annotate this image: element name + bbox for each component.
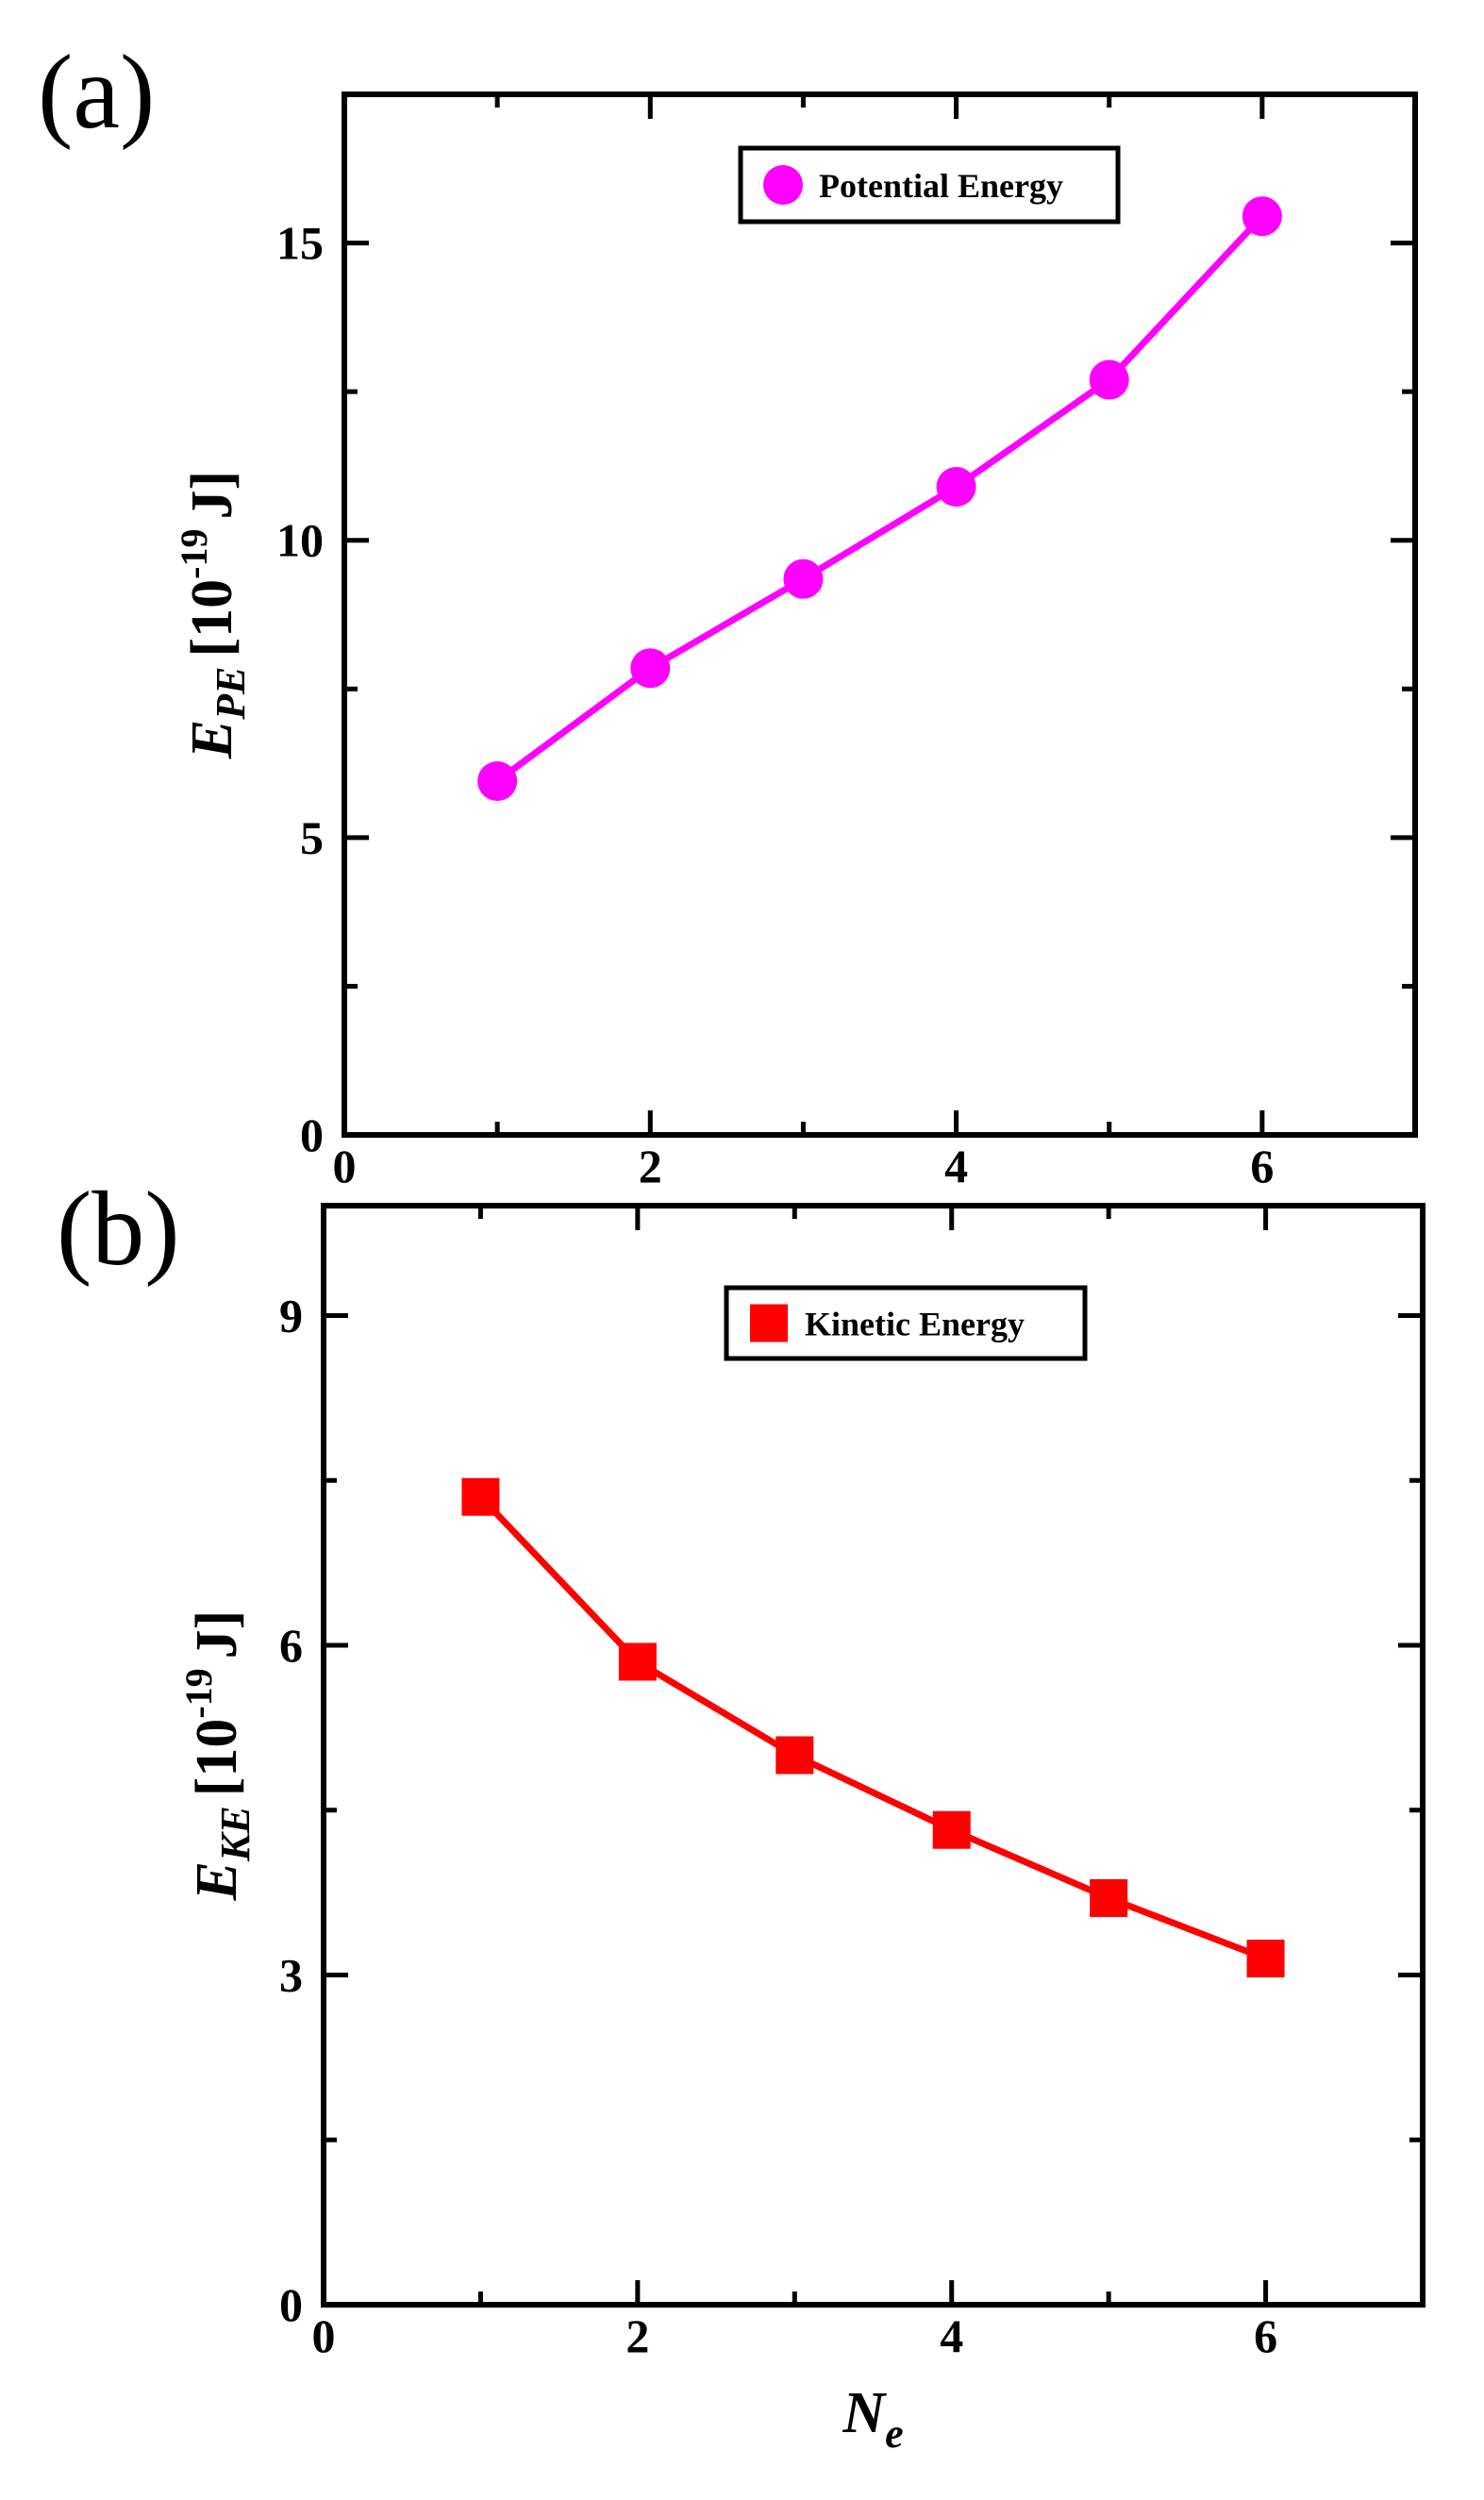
legend-label: Kinetic Energy	[805, 1306, 1025, 1343]
y-tick-label: 6	[279, 1619, 303, 1672]
data-point	[783, 558, 824, 599]
panel-b: 0 2 4 6 0 3 6 9 (b) EKE [10-19 J] Ne Kinetic Energy	[57, 1171, 1426, 2457]
panel-a: 0 2 4 6 0 5 10 15 (a) EPE [10-19 J] Potential Energy	[38, 34, 1418, 1192]
y-tick-label: 15	[276, 217, 324, 270]
y-tick-label: 5	[300, 811, 324, 864]
data-point	[936, 466, 976, 507]
y-axis-title-superscript: -19	[177, 1668, 220, 1718]
y-tick-label: 0	[300, 1108, 324, 1161]
x-axis-title-subscript: e	[885, 2410, 904, 2457]
x-tick-label: 2	[639, 1140, 662, 1192]
y-axis-title-bracket: [10	[180, 579, 244, 658]
y-axis-title-subscript: KE	[212, 1806, 258, 1862]
y-axis-title: EKE [10-19 J]	[177, 1610, 258, 1902]
data-point	[1246, 1940, 1285, 1978]
data-point	[477, 760, 518, 801]
y-axis-title-bracket: [10	[185, 1719, 249, 1797]
data-point	[461, 1477, 500, 1516]
x-axis-title-symbol: N	[842, 2381, 887, 2445]
y-axis-title-subscript: PE	[208, 667, 254, 721]
data-point	[775, 1736, 814, 1775]
panel-label: (a)	[38, 34, 155, 151]
y-tick-label: 0	[279, 2278, 303, 2331]
data-point	[1090, 1878, 1128, 1917]
plot-frame	[342, 92, 1418, 1138]
x-tick-label: 4	[944, 1140, 968, 1192]
data-point	[932, 1810, 971, 1849]
x-tick-label: 2	[625, 2309, 649, 2362]
y-tick-label: 9	[279, 1290, 303, 1342]
y-axis-title-unit: J]	[180, 471, 244, 520]
legend-box	[738, 145, 1121, 225]
y-tick-label: 3	[279, 1949, 303, 2002]
y-axis-title-superscript: -19	[173, 529, 215, 579]
panel-label: (b)	[57, 1171, 180, 1288]
y-tick-label: 10	[276, 514, 324, 567]
data-point	[630, 648, 671, 689]
y-axis-title-symbol: E	[185, 1861, 249, 1901]
data-point	[1242, 196, 1282, 237]
series-line	[477, 1494, 1267, 1962]
x-tick-label: 4	[940, 2309, 963, 2362]
plot-frame	[321, 1203, 1426, 2308]
y-axis-title: EPE [10-19 J]	[173, 471, 254, 759]
y-axis-title-unit: J]	[185, 1610, 249, 1659]
x-axis-title: Ne	[842, 2381, 903, 2457]
series-line	[495, 213, 1265, 784]
x-tick-label: 0	[312, 2309, 336, 2362]
legend-label: Potential Energy	[819, 167, 1063, 205]
legend-marker	[750, 1304, 788, 1342]
x-tick-label: 6	[1250, 1140, 1274, 1192]
legend-marker	[763, 165, 803, 205]
data-point	[1089, 359, 1129, 400]
x-tick-label: 0	[333, 1140, 357, 1192]
data-point	[618, 1642, 657, 1681]
y-axis-title-symbol: E	[180, 720, 244, 759]
x-tick-label: 6	[1254, 2309, 1277, 2362]
